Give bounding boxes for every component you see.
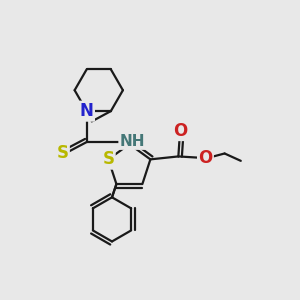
Text: N: N	[80, 102, 94, 120]
Text: O: O	[173, 122, 187, 140]
Text: O: O	[198, 149, 213, 167]
Text: N: N	[80, 102, 94, 120]
Text: S: S	[56, 144, 68, 162]
Text: S: S	[102, 150, 114, 168]
Text: NH: NH	[120, 134, 145, 149]
